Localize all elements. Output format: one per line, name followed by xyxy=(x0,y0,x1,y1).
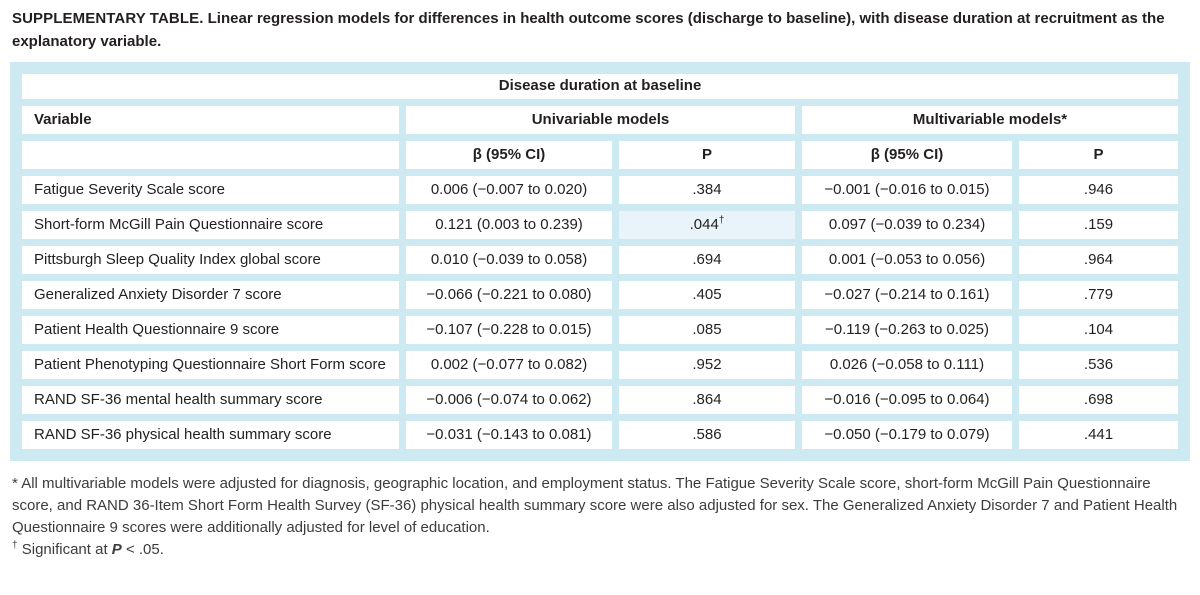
multi-beta-header: β (95% CI) xyxy=(802,141,1012,169)
span-header-row: Disease duration at baseline xyxy=(22,74,1179,99)
adjustment-footnote: * All multivariable models were adjusted… xyxy=(12,473,1186,539)
multi-p-cell: .104 xyxy=(1019,316,1179,344)
multi-beta-cell: −0.119 (−0.263 to 0.025) xyxy=(802,316,1012,344)
variable-cell: Patient Phenotyping Questionnaire Short … xyxy=(22,351,399,379)
uni-p-cell: .405 xyxy=(619,281,795,309)
sub-header-row: β (95% CI) P β (95% CI) P xyxy=(22,141,1179,169)
multi-p-cell: .159 xyxy=(1019,211,1179,239)
uni-beta-cell: 0.121 (0.003 to 0.239) xyxy=(406,211,612,239)
table-body: Fatigue Severity Scale score 0.006 (−0.0… xyxy=(22,176,1179,449)
uni-p-cell: .586 xyxy=(619,421,795,449)
uni-beta-cell: −0.107 (−0.228 to 0.015) xyxy=(406,316,612,344)
empty-header-cell xyxy=(22,141,399,169)
significance-footnote-pre: Significant at xyxy=(17,541,112,559)
caption-text: Linear regression models for differences… xyxy=(12,10,1165,50)
table-row: Short-form McGill Pain Questionnaire sco… xyxy=(22,211,1179,239)
multi-p-cell: .441 xyxy=(1019,421,1179,449)
table-row: Patient Phenotyping Questionnaire Short … xyxy=(22,351,1179,379)
uni-p-cell: .864 xyxy=(619,386,795,414)
footnotes: * All multivariable models were adjusted… xyxy=(12,473,1186,561)
table-row: Generalized Anxiety Disorder 7 score −0.… xyxy=(22,281,1179,309)
span-header-cell: Disease duration at baseline xyxy=(22,74,1179,99)
uni-p-header: P xyxy=(619,141,795,169)
uni-beta-cell: 0.006 (−0.007 to 0.020) xyxy=(406,176,612,204)
uni-beta-header: β (95% CI) xyxy=(406,141,612,169)
multi-p-cell: .536 xyxy=(1019,351,1179,379)
uni-p-cell: .384 xyxy=(619,176,795,204)
uni-beta-cell: −0.006 (−0.074 to 0.062) xyxy=(406,386,612,414)
multi-beta-cell: 0.001 (−0.053 to 0.056) xyxy=(802,246,1012,274)
uni-beta-cell: 0.002 (−0.077 to 0.082) xyxy=(406,351,612,379)
regression-table: Disease duration at baseline Variable Un… xyxy=(10,62,1191,461)
multi-p-header: P xyxy=(1019,141,1179,169)
uni-p-cell: .952 xyxy=(619,351,795,379)
variable-cell: RAND SF-36 physical health summary score xyxy=(22,421,399,449)
table-row: Pittsburgh Sleep Quality Index global sc… xyxy=(22,246,1179,274)
significance-p-symbol: P xyxy=(111,541,122,559)
multi-p-cell: .698 xyxy=(1019,386,1179,414)
multi-beta-cell: −0.001 (−0.016 to 0.015) xyxy=(802,176,1012,204)
significance-footnote-post: < .05. xyxy=(121,541,164,559)
multi-p-cell: .779 xyxy=(1019,281,1179,309)
multivariable-group-header: Multivariable models* xyxy=(802,106,1179,134)
adjustment-footnote-marker: * xyxy=(12,475,22,492)
table-row: RAND SF-36 mental health summary score −… xyxy=(22,386,1179,414)
uni-p-cell: .694 xyxy=(619,246,795,274)
variable-cell: Short-form McGill Pain Questionnaire sco… xyxy=(22,211,399,239)
uni-p-cell: .044† xyxy=(619,211,795,239)
variable-cell: Pittsburgh Sleep Quality Index global sc… xyxy=(22,246,399,274)
variable-header-cell: Variable xyxy=(22,106,399,134)
multi-p-cell: .946 xyxy=(1019,176,1179,204)
variable-cell: RAND SF-36 mental health summary score xyxy=(22,386,399,414)
univariable-group-header: Univariable models xyxy=(406,106,795,134)
table-container: Disease duration at baseline Variable Un… xyxy=(10,62,1191,461)
uni-beta-cell: −0.031 (−0.143 to 0.081) xyxy=(406,421,612,449)
dagger-marker: † xyxy=(12,540,18,552)
multi-beta-cell: −0.016 (−0.095 to 0.064) xyxy=(802,386,1012,414)
caption-label: SUPPLEMENTARY TABLE. xyxy=(12,10,204,27)
group-header-row: Variable Univariable models Multivariabl… xyxy=(22,106,1179,134)
multi-beta-cell: −0.050 (−0.179 to 0.079) xyxy=(802,421,1012,449)
uni-beta-cell: −0.066 (−0.221 to 0.080) xyxy=(406,281,612,309)
table-caption: SUPPLEMENTARY TABLE. Linear regression m… xyxy=(12,8,1186,53)
table-row: RAND SF-36 physical health summary score… xyxy=(22,421,1179,449)
adjustment-footnote-text: All multivariable models were adjusted f… xyxy=(12,475,1178,537)
multi-p-cell: .964 xyxy=(1019,246,1179,274)
uni-beta-cell: 0.010 (−0.039 to 0.058) xyxy=(406,246,612,274)
variable-cell: Generalized Anxiety Disorder 7 score xyxy=(22,281,399,309)
significance-footnote: † Significant at P < .05. xyxy=(12,539,1186,561)
page: SUPPLEMENTARY TABLE. Linear regression m… xyxy=(0,8,1200,595)
variable-cell: Fatigue Severity Scale score xyxy=(22,176,399,204)
uni-p-cell: .085 xyxy=(619,316,795,344)
multi-beta-cell: −0.027 (−0.214 to 0.161) xyxy=(802,281,1012,309)
multi-beta-cell: 0.097 (−0.039 to 0.234) xyxy=(802,211,1012,239)
table-row: Patient Health Questionnaire 9 score −0.… xyxy=(22,316,1179,344)
table-row: Fatigue Severity Scale score 0.006 (−0.0… xyxy=(22,176,1179,204)
multi-beta-cell: 0.026 (−0.058 to 0.111) xyxy=(802,351,1012,379)
variable-cell: Patient Health Questionnaire 9 score xyxy=(22,316,399,344)
